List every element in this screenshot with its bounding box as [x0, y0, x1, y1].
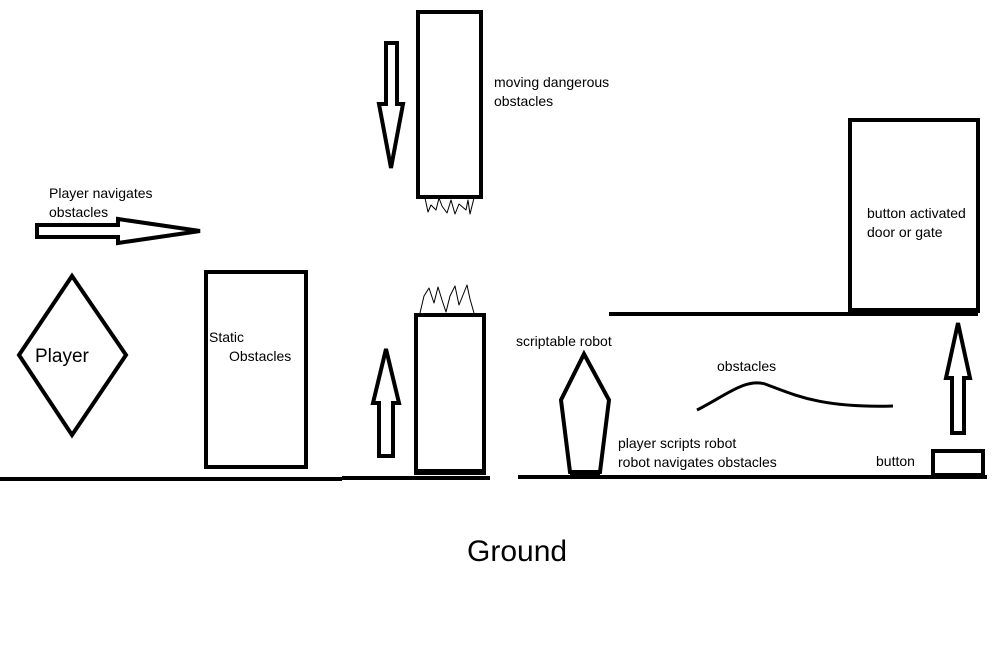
- scriptable-robot: [558, 349, 612, 474]
- static-obstacle: [204, 270, 308, 469]
- down-arrow: [376, 41, 406, 169]
- right-arrow: [35, 216, 201, 246]
- up-arrow-right: [943, 322, 973, 435]
- terrain-curve: [696, 381, 894, 412]
- floor-button: [931, 449, 985, 477]
- robot-label: scriptable robot: [516, 333, 612, 349]
- up-arrow-center: [370, 348, 402, 458]
- player-navigates-label-line1: Player navigates: [49, 185, 153, 201]
- static-label-line2: Obstacles: [229, 348, 291, 364]
- flames-top: [424, 197, 475, 215]
- moving-obstacle-bottom: [414, 313, 486, 475]
- moving-obstacle-top: [416, 10, 483, 199]
- player-label: Player: [35, 346, 90, 367]
- player-diamond: [16, 272, 129, 439]
- robot-note-line1: player scripts robot: [618, 435, 736, 451]
- moving-label-line1: moving dangerous: [494, 74, 609, 90]
- door-label-line1: button activated: [867, 205, 966, 221]
- robot-note-line2: robot navigates obstacles: [618, 454, 777, 470]
- button-label: button: [876, 453, 915, 469]
- flames-bottom: [419, 284, 475, 314]
- static-label-line1: Static: [209, 329, 244, 345]
- ground-label: Ground: [467, 535, 567, 568]
- obstacles-label: obstacles: [717, 358, 776, 374]
- moving-label-line2: obstacles: [494, 93, 553, 109]
- player-navigates-label-line2: obstacles: [49, 204, 108, 220]
- door-label-line2: door or gate: [867, 224, 943, 240]
